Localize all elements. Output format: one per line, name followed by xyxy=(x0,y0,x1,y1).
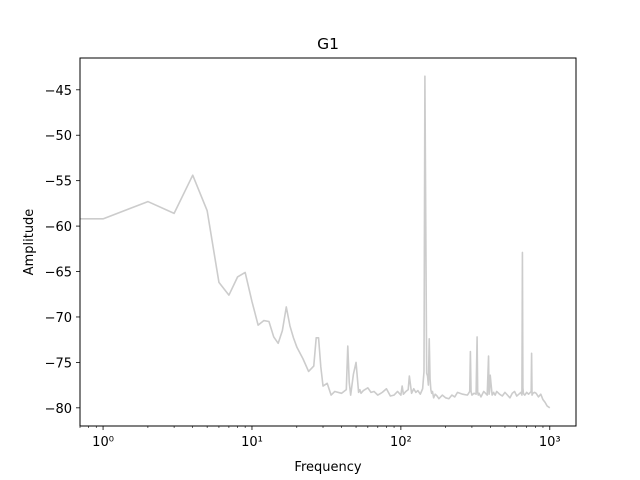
x-axis: 10⁰ 10¹ 10² 10³ xyxy=(79,426,561,450)
series-line-g1 xyxy=(80,75,551,409)
y-axis-label: Amplitude xyxy=(22,209,37,276)
chart-title: G1 xyxy=(317,35,339,53)
x-tick-label: 10¹ xyxy=(241,435,263,450)
x-tick-label: 10⁰ xyxy=(92,435,114,450)
y-tick-label: −50 xyxy=(45,129,72,144)
plot-frame xyxy=(79,57,577,427)
y-tick-label: −60 xyxy=(45,220,72,235)
x-axis-label: Frequency xyxy=(294,460,361,475)
y-tick-label: −70 xyxy=(45,311,72,326)
x-tick-label: 10³ xyxy=(539,435,561,450)
plot-area xyxy=(80,75,551,409)
y-tick-label: −45 xyxy=(45,84,72,99)
y-tick-label: −65 xyxy=(45,266,72,281)
y-axis: −45 −50 −55 −60 −65 −70 −75 −80 xyxy=(45,84,80,417)
y-tick-label: −80 xyxy=(45,402,72,417)
y-tick-label: −75 xyxy=(45,356,72,371)
x-tick-label: 10² xyxy=(390,435,412,450)
y-tick-label: −55 xyxy=(45,175,72,190)
